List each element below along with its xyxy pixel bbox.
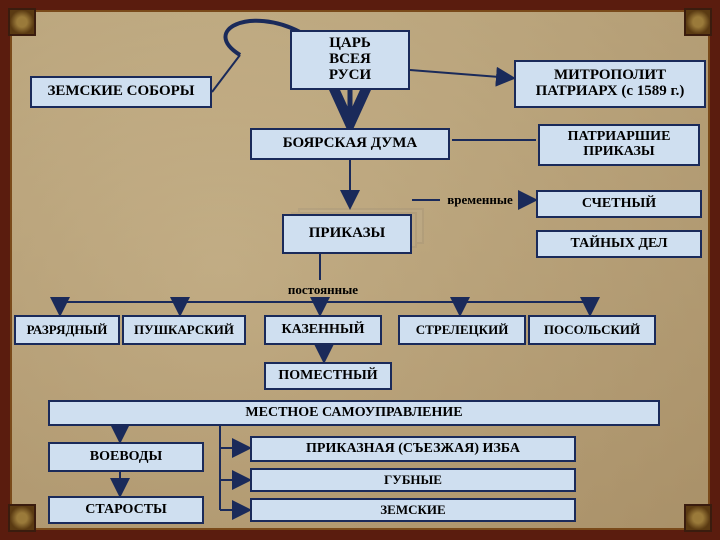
lbl: ГУБНЫЕ <box>384 473 442 487</box>
lbl: ПРИКАЗЫ <box>309 226 385 242</box>
lbl: СЧЕТНЫЙ <box>582 197 656 212</box>
box-schetny: СЧЕТНЫЙ <box>536 190 702 218</box>
lbl: МИТРОПОЛИТПАТРИАРХ (с 1589 г.) <box>536 68 685 100</box>
box-starosty: СТАРОСТЫ <box>48 496 204 524</box>
box-razryad: РАЗРЯДНЫЙ <box>14 315 120 345</box>
lbl: ПАТРИАРШИЕПРИКАЗЫ <box>568 130 671 159</box>
box-pomest: ПОМЕСТНЫЙ <box>264 362 392 390</box>
lbl: ПОСОЛЬСКИЙ <box>544 323 640 337</box>
box-tsar: ЦАРЬВСЕЯРУСИ <box>290 30 410 90</box>
box-prikazy: ПРИКАЗЫ <box>282 214 412 254</box>
lbl: ЦАРЬВСЕЯРУСИ <box>329 36 371 83</box>
box-mestnoe: МЕСТНОЕ САМОУПРАВЛЕНИЕ <box>48 400 660 426</box>
box-taynyh: ТАЙНЫХ ДЕЛ <box>536 230 702 258</box>
lbl: МЕСТНОЕ САМОУПРАВЛЕНИЕ <box>245 406 462 421</box>
label-vremennye: временные <box>440 192 520 208</box>
box-posol: ПОСОЛЬСКИЙ <box>528 315 656 345</box>
box-patriar: ПАТРИАРШИЕПРИКАЗЫ <box>538 124 700 166</box>
lbl: КАЗЕННЫЙ <box>281 323 364 338</box>
label-postoyannye: постоянные <box>278 282 368 298</box>
lbl: ПРИКАЗНАЯ (СЪЕЗЖАЯ) ИЗБА <box>306 442 520 457</box>
lbl: БОЯРСКАЯ ДУМА <box>283 136 418 152</box>
lbl: временные <box>447 193 513 207</box>
lbl: ПОМЕСТНЫЙ <box>278 369 377 384</box>
box-strelet: СТРЕЛЕЦКИЙ <box>398 315 526 345</box>
lbl: ЗЕМСКИЕ <box>380 503 445 517</box>
lbl: ПУШКАРСКИЙ <box>134 323 234 337</box>
box-voevody: ВОЕВОДЫ <box>48 442 204 472</box>
lbl: ЗЕМСКИЕ СОБОРЫ <box>47 84 194 100</box>
lbl: СТРЕЛЕЦКИЙ <box>416 323 509 337</box>
box-mitropolit: МИТРОПОЛИТПАТРИАРХ (с 1589 г.) <box>514 60 706 108</box>
lbl: ТАЙНЫХ ДЕЛ <box>570 237 667 252</box>
lbl: СТАРОСТЫ <box>85 503 167 518</box>
box-zemskie: ЗЕМСКИЕ СОБОРЫ <box>30 76 212 108</box>
lbl: РАЗРЯДНЫЙ <box>27 323 108 337</box>
box-kazenny: КАЗЕННЫЙ <box>264 315 382 345</box>
box-prikaznaya: ПРИКАЗНАЯ (СЪЕЗЖАЯ) ИЗБА <box>250 436 576 462</box>
box-gubnye: ГУБНЫЕ <box>250 468 576 492</box>
box-pushkar: ПУШКАРСКИЙ <box>122 315 246 345</box>
box-duma: БОЯРСКАЯ ДУМА <box>250 128 450 160</box>
lbl: ВОЕВОДЫ <box>90 450 162 465</box>
box-zemskie2: ЗЕМСКИЕ <box>250 498 576 522</box>
lbl: постоянные <box>288 283 358 297</box>
